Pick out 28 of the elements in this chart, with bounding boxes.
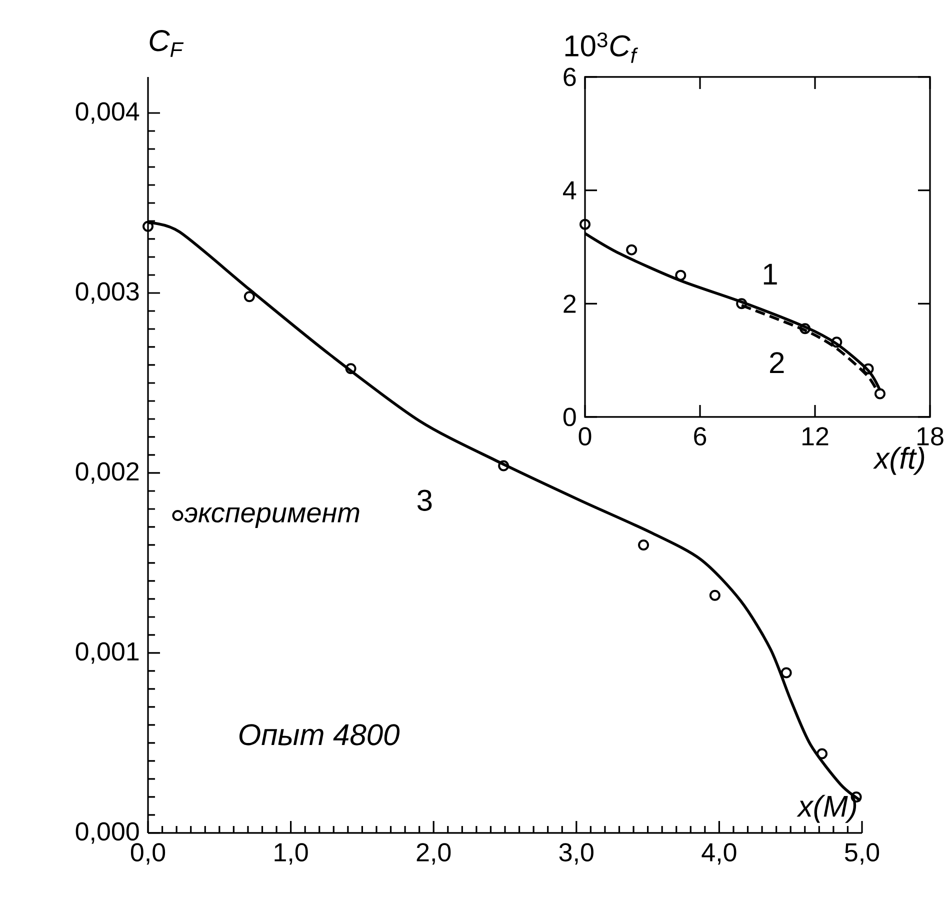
x-tick-label: 4,0 bbox=[702, 843, 736, 865]
x-tick-label: 0 bbox=[578, 427, 592, 446]
text: 10$^{3}$C$_{f}$ bbox=[565, 32, 638, 63]
x-tick-label: 18 bbox=[918, 427, 944, 446]
x-tick-label: 0,0 bbox=[130, 843, 166, 865]
legend-label: эксперимент bbox=[184, 507, 360, 528]
x-axis-title: x(ft) bbox=[873, 446, 924, 475]
y-tick-label: 2 bbox=[564, 294, 576, 313]
annotation: 1 bbox=[764, 264, 777, 285]
x-tick-label: 12 bbox=[802, 427, 828, 446]
x-tick-label: 1,0 bbox=[274, 843, 308, 865]
y-tick-label: 4 bbox=[563, 181, 576, 200]
y-tick-label: 6 bbox=[564, 68, 576, 86]
y-tick-label: 0 bbox=[563, 408, 576, 426]
annotation: 3 bbox=[417, 490, 432, 511]
y-tick-label: 0,004 bbox=[76, 102, 140, 124]
y-tick-label: 0,002 bbox=[76, 462, 139, 484]
x-tick-label: 6 bbox=[694, 427, 706, 446]
x-tick-label: 5,0 bbox=[844, 843, 880, 865]
x-tick-label: 3,0 bbox=[559, 843, 594, 865]
annotation: 2 bbox=[770, 352, 784, 374]
y-tick-label: 0,001 bbox=[76, 642, 139, 664]
x-axis-title: x(M) bbox=[796, 794, 856, 823]
annotation: Опыт 4800 bbox=[239, 724, 400, 746]
text: C$_{F}$ bbox=[150, 30, 184, 57]
y-tick-label: 0,003 bbox=[76, 282, 139, 304]
x-tick-label: 2,0 bbox=[416, 843, 451, 865]
y-tick-label: 0,000 bbox=[76, 822, 139, 844]
